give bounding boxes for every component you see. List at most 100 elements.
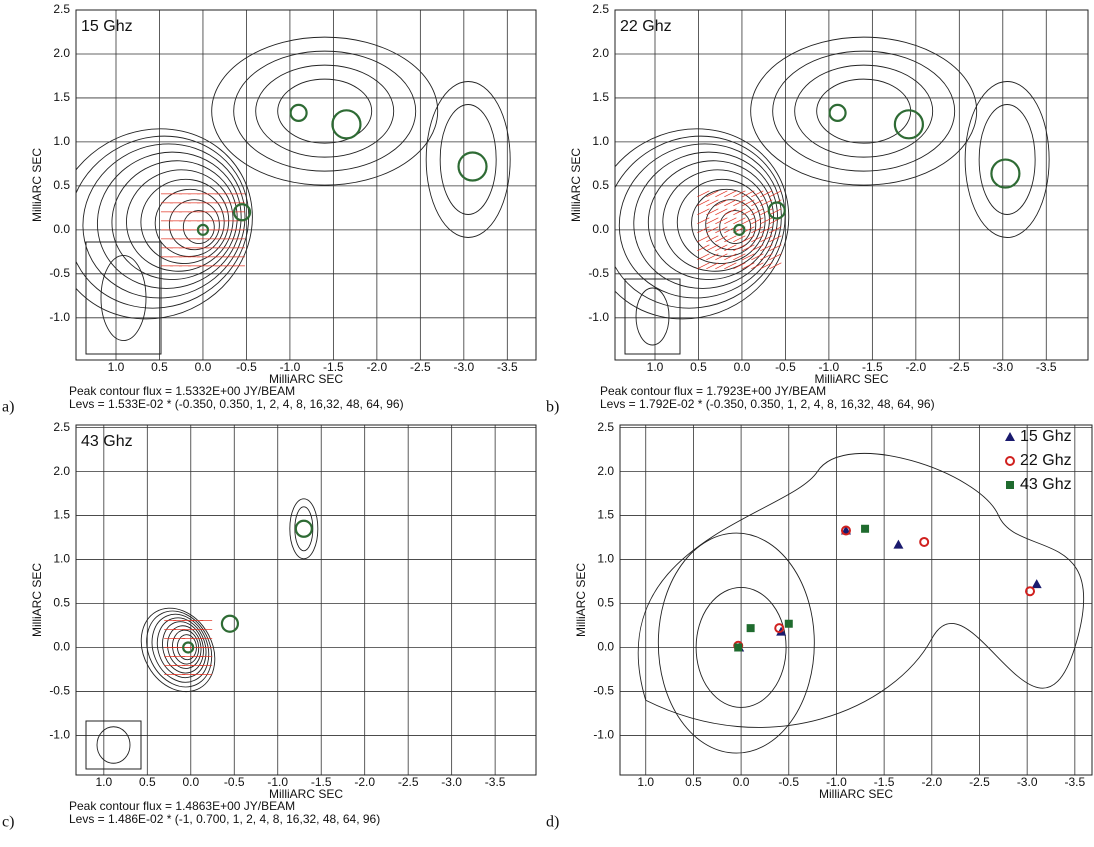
contour	[638, 453, 1084, 727]
y-axis-label: MilliARC SEC	[30, 563, 44, 637]
contour	[234, 51, 416, 171]
note: Peak contour flux = 1.4863E+00 JY/BEAM	[69, 799, 295, 813]
note: Levs = 1.486E-02 * (-1, 0.700, 1, 2, 4, …	[69, 812, 380, 826]
marker	[785, 620, 793, 628]
marker	[1032, 579, 1042, 588]
contour	[212, 37, 438, 185]
contour	[96, 145, 252, 296]
y-tick-label: 1.0	[592, 134, 609, 148]
x-tick-label: -3.5	[485, 775, 506, 789]
plot-area	[556, 10, 1088, 360]
legend-label: 22 Ghz	[1020, 452, 1072, 469]
x-tick-label: 0.5	[685, 775, 702, 789]
x-tick-label: -2.0	[354, 775, 375, 789]
y-tick-label: 0.5	[53, 596, 70, 610]
y-tick-label: 1.5	[592, 90, 609, 104]
marker	[747, 624, 755, 632]
component	[291, 105, 307, 121]
y-tick-label: -0.5	[49, 266, 70, 280]
y-tick-label: 2.0	[597, 464, 614, 478]
x-tick-label: 0.0	[195, 360, 212, 374]
y-tick-label: -0.5	[593, 684, 614, 698]
panel-label: c)	[2, 814, 14, 831]
contour	[633, 145, 789, 296]
contour	[773, 51, 955, 171]
panel-label: b)	[546, 399, 559, 416]
x-tick-label: -3.5	[1036, 360, 1057, 374]
x-tick-label: 1.0	[637, 775, 654, 789]
beam	[97, 727, 130, 763]
x-tick-label: 0.0	[182, 775, 199, 789]
x-tick-label: -3.0	[441, 775, 462, 789]
y-tick-label: 2.5	[597, 420, 614, 434]
contour	[651, 158, 780, 283]
marker	[861, 525, 869, 533]
y-axis-label: MilliARC SEC	[569, 148, 583, 222]
y-tick-label: 2.5	[592, 2, 609, 16]
x-tick-label: -2.5	[398, 775, 419, 789]
y-tick-label: -0.5	[588, 266, 609, 280]
note: Levs = 1.792E-02 * (-0.350, 0.350, 1, 2,…	[600, 397, 935, 411]
y-tick-label: -1.0	[49, 310, 70, 324]
contour	[751, 37, 977, 185]
component	[459, 153, 487, 181]
x-tick-label: -3.0	[453, 360, 474, 374]
x-axis-label: MilliARC SEC	[819, 787, 893, 801]
y-tick-label: 1.0	[53, 134, 70, 148]
legend-marker	[1006, 481, 1014, 489]
y-tick-label: 0.5	[592, 178, 609, 192]
x-tick-label: 1.0	[95, 775, 112, 789]
panel-label: d)	[546, 814, 559, 831]
x-tick-label: 0.0	[734, 360, 751, 374]
x-tick-label: -2.0	[905, 360, 926, 374]
x-tick-label: 1.0	[647, 360, 664, 374]
y-tick-label: 2.5	[53, 420, 70, 434]
y-axis-label: MilliARC SEC	[30, 148, 44, 222]
component	[332, 110, 360, 138]
y-tick-label: 0.5	[597, 596, 614, 610]
marker	[734, 643, 742, 651]
contour	[290, 499, 318, 559]
figure: 1.00.50.0-0.5-1.0-1.5-2.0-2.5-3.0-3.5-1.…	[0, 0, 1094, 847]
beam	[636, 288, 669, 345]
legend-label: 15 Ghz	[1020, 428, 1072, 445]
panel-title: 15 Ghz	[81, 18, 133, 35]
y-tick-label: 0.0	[597, 640, 614, 654]
note: Peak contour flux = 1.7923E+00 JY/BEAM	[600, 384, 826, 398]
x-tick-label: 1.0	[108, 360, 125, 374]
contour	[295, 507, 313, 551]
x-tick-label: -3.0	[1017, 775, 1038, 789]
note: Levs = 1.533E-02 * (-0.350, 0.350, 1, 2,…	[69, 397, 404, 411]
contour	[703, 197, 758, 252]
frame	[76, 425, 536, 775]
beam-box	[86, 721, 141, 769]
component	[895, 110, 923, 138]
component	[991, 160, 1019, 188]
beam-box	[86, 242, 161, 354]
x-tick-label: -2.0	[367, 360, 388, 374]
note: Peak contour flux = 1.5332E+00 JY/BEAM	[69, 384, 295, 398]
y-tick-label: 2.0	[592, 46, 609, 60]
y-axis-label: MilliARC SEC	[574, 563, 588, 637]
y-tick-label: 1.0	[597, 552, 614, 566]
component	[234, 204, 250, 220]
contour	[167, 197, 222, 252]
y-tick-label: 2.0	[53, 464, 70, 478]
y-tick-label: 1.5	[53, 508, 70, 522]
x-tick-label: 0.0	[733, 775, 750, 789]
panel: 1.00.50.0-0.5-1.0-1.5-2.0-2.5-3.0-3.5-1.…	[2, 420, 536, 831]
legend-marker	[1006, 457, 1014, 465]
x-tick-label: -2.5	[949, 360, 970, 374]
y-tick-label: 1.5	[597, 508, 614, 522]
plot-area	[76, 425, 536, 775]
y-tick-label: 0.5	[53, 178, 70, 192]
y-tick-label: 0.0	[53, 640, 70, 654]
x-tick-label: -0.5	[775, 360, 796, 374]
y-tick-label: -0.5	[49, 684, 70, 698]
x-tick-label: -2.5	[410, 360, 431, 374]
contour	[440, 104, 496, 214]
y-tick-label: 0.0	[592, 222, 609, 236]
x-tick-label: -3.0	[992, 360, 1013, 374]
y-tick-label: -1.0	[49, 728, 70, 742]
